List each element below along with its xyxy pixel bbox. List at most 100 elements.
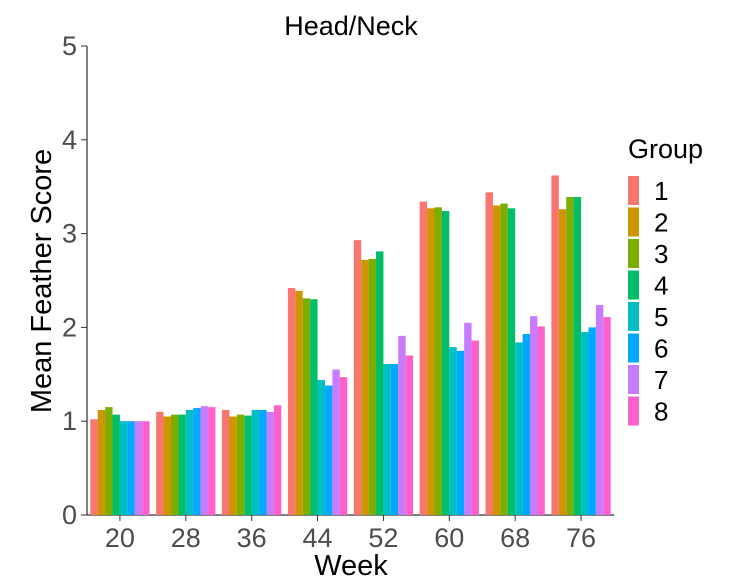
bar-week-36-group-5: [251, 409, 260, 515]
legend-label-2: 2: [654, 208, 668, 238]
bar-week-60-group-8: [471, 340, 479, 515]
legend-label-7: 7: [654, 365, 668, 395]
bar-week-52-group-8: [405, 355, 414, 515]
x-tick-label: 36: [237, 523, 267, 553]
chart-title: Head/Neck: [284, 11, 418, 41]
bar-week-68-group-3: [500, 203, 508, 516]
bar-week-52-group-4: [376, 251, 384, 515]
y-tick-label: 5: [62, 31, 77, 61]
bar-week-44-group-1: [287, 288, 296, 515]
bar-week-20-group-1: [90, 419, 98, 515]
bar-week-36-group-7: [266, 411, 274, 515]
bar-week-20-group-5: [119, 421, 128, 515]
bar-week-36-group-3: [236, 414, 245, 515]
bar-week-20-group-3: [105, 407, 113, 515]
bar-week-52-group-3: [368, 258, 377, 515]
legend-label-4: 4: [654, 271, 668, 301]
bar-week-44-group-3: [302, 298, 311, 515]
bar-week-36-group-1: [222, 409, 230, 515]
bar-week-60-group-1: [419, 201, 428, 515]
x-tick-label: 52: [368, 523, 398, 553]
bar-week-76-group-1: [551, 175, 559, 515]
bar-week-28-group-8: [208, 407, 216, 515]
x-tick-label: 76: [566, 523, 596, 553]
bar-week-28-group-2: [163, 416, 171, 515]
legend-key-4: [628, 270, 639, 300]
y-tick-label: 3: [62, 219, 77, 249]
bar-week-36-group-6: [259, 409, 267, 515]
legend-key-8: [628, 396, 639, 426]
x-tick-label: 28: [171, 523, 201, 553]
bar-week-44-group-6: [324, 385, 333, 515]
bar-week-20-group-8: [142, 421, 150, 515]
bar-week-52-group-2: [361, 259, 369, 515]
legend-label-3: 3: [654, 239, 668, 269]
bar-week-68-group-2: [492, 205, 501, 515]
plot-area: 0 1 2 3 4 5 20 28 36 44 52 60 68 76: [62, 31, 614, 553]
legend-key-1: [628, 176, 639, 205]
bar-week-20-group-7: [134, 421, 143, 515]
bar-week-28-group-7: [200, 406, 209, 515]
x-axis-title: Week: [314, 550, 388, 579]
bar-week-52-group-7: [398, 335, 406, 515]
bar-week-44-group-2: [295, 290, 303, 515]
bar-week-76-group-7: [595, 304, 604, 515]
bar-week-68-group-4: [507, 208, 516, 516]
bar-week-68-group-8: [537, 326, 545, 515]
bar-week-76-group-6: [588, 327, 596, 515]
legend-label-8: 8: [654, 397, 668, 427]
bar-week-68-group-6: [522, 333, 531, 515]
bar-week-60-group-4: [441, 211, 450, 515]
bar-week-28-group-3: [170, 414, 179, 515]
legend-label-6: 6: [654, 334, 668, 364]
bar-week-20-group-6: [127, 421, 135, 515]
bar-week-60-group-2: [427, 208, 435, 516]
bar-week-60-group-5: [449, 347, 457, 515]
bar-week-76-group-2: [558, 209, 567, 515]
legend-label-1: 1: [654, 176, 668, 206]
legend-title: Group: [628, 134, 703, 164]
bar-week-76-group-4: [573, 197, 582, 515]
bar-week-44-group-7: [332, 369, 340, 515]
bar-week-28-group-6: [193, 408, 201, 515]
legend-key-3: [628, 239, 639, 268]
x-tick-label: 60: [434, 523, 464, 553]
bar-week-20-group-4: [112, 414, 120, 515]
legend-key-6: [628, 333, 639, 363]
x-tick-label: 68: [500, 523, 530, 553]
bar-week-76-group-8: [603, 317, 611, 515]
bar-week-36-group-2: [229, 416, 237, 515]
x-tick-label: 20: [105, 523, 135, 553]
bar-week-28-group-4: [178, 414, 186, 515]
bar-week-52-group-1: [353, 240, 362, 515]
bar-week-60-group-6: [456, 350, 465, 515]
bar-week-44-group-5: [317, 379, 325, 515]
bar-week-28-group-5: [185, 409, 194, 515]
y-tick-label: 1: [62, 406, 77, 436]
bar-week-76-group-3: [566, 197, 574, 515]
y-tick-label: 2: [62, 312, 77, 342]
legend-key-5: [628, 302, 639, 331]
x-tick-label: 44: [303, 523, 333, 553]
y-tick-label: 0: [62, 500, 77, 530]
bar-week-28-group-1: [156, 411, 164, 515]
legend-label-5: 5: [654, 302, 668, 332]
bar-week-68-group-7: [530, 316, 538, 515]
bar-week-68-group-5: [515, 342, 523, 515]
bar-week-60-group-3: [434, 207, 442, 515]
legend-key-2: [628, 207, 639, 237]
bar-week-76-group-5: [581, 332, 589, 515]
y-tick-label: 4: [62, 125, 77, 155]
bar-week-36-group-8: [273, 405, 282, 515]
bar-week-52-group-5: [383, 363, 391, 515]
y-axis-title: Mean Feather Score: [26, 149, 58, 413]
bar-week-44-group-4: [310, 299, 318, 515]
bar-week-44-group-8: [339, 377, 348, 515]
bar-week-60-group-7: [464, 322, 472, 515]
legend-key-7: [628, 365, 639, 394]
bar-week-36-group-4: [244, 415, 252, 515]
bar-week-20-group-2: [97, 409, 106, 515]
bar-week-52-group-6: [390, 363, 399, 515]
